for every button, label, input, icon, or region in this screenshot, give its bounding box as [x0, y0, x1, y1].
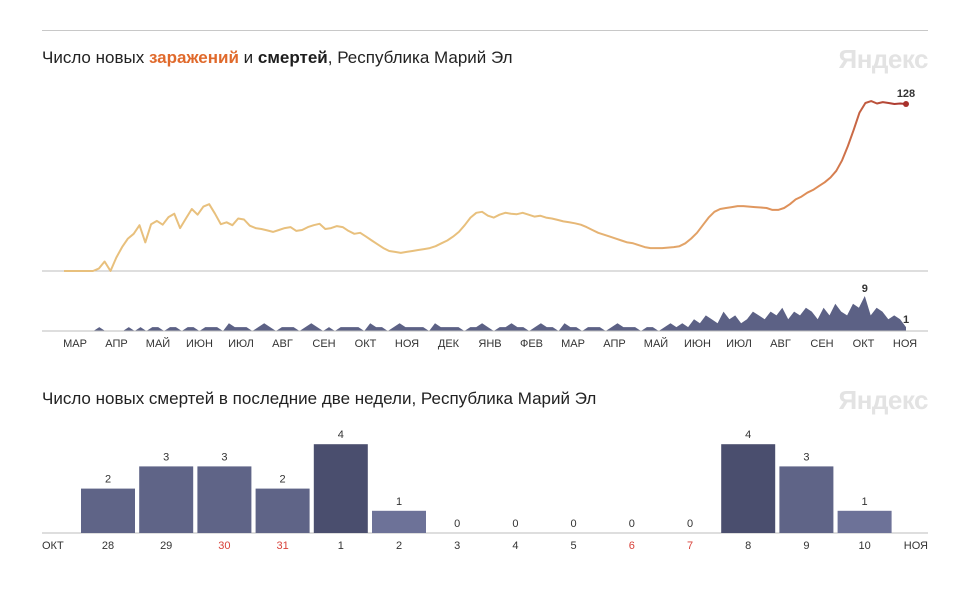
bar-value-3: 0 [454, 518, 460, 530]
deaths-area [64, 296, 906, 331]
title-suffix: , Республика Марий Эл [327, 48, 513, 67]
title-infections: заражений [148, 48, 239, 67]
bar-day-2: 2 [396, 540, 402, 552]
bar-month-end: НОЯ [904, 540, 928, 552]
month-tick-9: НОЯ [395, 338, 419, 350]
main-chart-title: Число новых заражений и смертей, Республ… [42, 48, 513, 68]
yandex-logo-2: Яндекс [838, 385, 929, 415]
bar-day-4: 4 [512, 540, 518, 552]
bar-day-6: 6 [629, 540, 635, 552]
bar-value-4: 0 [512, 518, 518, 530]
month-tick-16: ИЮН [684, 338, 711, 350]
bar-value-6: 0 [629, 518, 635, 530]
month-tick-11: ЯНВ [478, 338, 501, 350]
title-prefix: Число новых [42, 48, 149, 67]
infections-line [64, 100, 907, 272]
month-tick-21: НОЯ [893, 338, 917, 350]
deaths-last-label: 1 [903, 314, 909, 326]
bar-value-28: 2 [105, 474, 111, 486]
bar-day-30: 30 [218, 540, 230, 552]
death-bar-28 [81, 488, 135, 533]
month-tick-3: МАЙ [146, 337, 170, 350]
month-tick-17: ИЮЛ [726, 338, 752, 350]
infections-last-point [903, 101, 909, 107]
bar-day-31: 31 [276, 540, 288, 552]
month-tick-13: МАР [561, 338, 585, 350]
infections-last-label: 128 [897, 88, 915, 100]
bar-month-start: ОКТ [42, 540, 64, 552]
month-tick-5: ИЮЛ [228, 338, 254, 350]
bar-value-2: 1 [396, 496, 402, 508]
month-tick-10: ДЕК [438, 338, 460, 350]
death-bar-8 [721, 444, 776, 533]
bar-day-1: 1 [338, 540, 344, 552]
month-tick-7: СЕН [312, 338, 335, 350]
bar-value-5: 0 [571, 518, 577, 530]
death-bar-9 [779, 466, 834, 533]
month-tick-1: МАР [63, 338, 87, 350]
bar-day-10: 10 [858, 540, 870, 552]
bar-day-9: 9 [803, 540, 809, 552]
month-tick-8: ОКТ [355, 338, 377, 350]
month-tick-19: СЕН [810, 338, 833, 350]
month-tick-4: ИЮН [186, 338, 213, 350]
bar-value-30: 3 [221, 451, 227, 463]
month-tick-14: АПР [603, 338, 625, 350]
bar-value-1: 4 [338, 429, 344, 441]
bar-value-7: 0 [687, 518, 693, 530]
bar-day-8: 8 [745, 540, 751, 552]
death-bar-29 [139, 466, 194, 533]
death-bar-31 [255, 488, 310, 533]
bar-value-9: 3 [803, 451, 809, 463]
bar-value-29: 3 [163, 451, 169, 463]
bar-value-31: 2 [280, 474, 286, 486]
month-tick-18: АВГ [770, 338, 791, 350]
death-bar-2 [372, 510, 426, 533]
bar-value-10: 1 [862, 496, 868, 508]
top-divider [42, 30, 928, 31]
month-tick-15: МАЙ [644, 337, 668, 350]
month-tick-2: АПР [105, 338, 127, 350]
month-tick-6: АВГ [272, 338, 293, 350]
title-deaths: смертей [257, 48, 328, 67]
death-bar-30 [197, 466, 252, 533]
death-bar-10 [837, 510, 892, 533]
bar-day-28: 28 [102, 540, 114, 552]
bar-day-7: 7 [687, 540, 693, 552]
bar-day-3: 3 [454, 540, 460, 552]
yandex-logo: Яндекс [838, 44, 929, 74]
death-bar-1 [313, 444, 368, 533]
deaths-max-label: 9 [862, 283, 868, 295]
title-and: и [238, 48, 258, 67]
bar-day-29: 29 [160, 540, 172, 552]
bar-value-8: 4 [745, 429, 751, 441]
bar-chart-title: Число новых смертей в последние две неде… [42, 389, 597, 408]
month-tick-12: ФЕВ [520, 338, 543, 350]
month-tick-20: ОКТ [853, 338, 875, 350]
bar-day-5: 5 [571, 540, 577, 552]
